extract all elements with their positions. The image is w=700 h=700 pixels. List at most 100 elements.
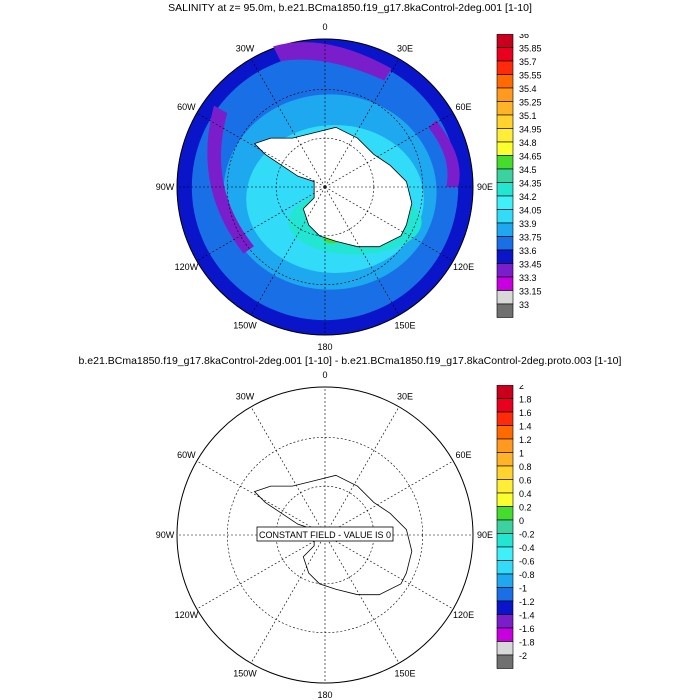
colorbar-tick-label: -1.2	[519, 597, 535, 607]
colorbar-swatch	[496, 209, 514, 224]
longitude-label: 150E	[394, 321, 415, 331]
longitude-label: 0	[322, 370, 327, 380]
colorbar-tick-label: 35.85	[519, 44, 542, 54]
longitude-label: 60E	[456, 450, 472, 460]
meridian-line	[324, 186, 454, 262]
colorbar-tick-label: 2	[519, 385, 524, 391]
colorbar-tick-label: 35.4	[519, 84, 537, 94]
colorbar-swatch	[496, 452, 514, 467]
colorbar-tick-label: 0	[519, 516, 524, 526]
longitude-label: 120W	[175, 610, 199, 620]
meridian-line	[324, 534, 400, 664]
salinity-polar-map: 0 30E 60E 90E 120E 150E 180 150W 120W 90W 60W 30W	[156, 22, 493, 352]
meridian-line	[196, 534, 326, 610]
colorbar-tick-label: -0.2	[519, 530, 535, 540]
colorbar-tick-label: 33.15	[519, 287, 542, 297]
meridian-line	[196, 186, 326, 262]
constant-field-annotation: CONSTANT FIELD - VALUE IS 0	[256, 526, 394, 542]
colorbar-tick-label: -0.4	[519, 543, 535, 553]
salinity-colorbar: 36 35.85 35.7 35.55 35.4 35.25 35.1 34.95 34.8 34…	[496, 34, 542, 318]
colorbar-tick-label: -1.4	[519, 611, 535, 621]
annotation-box	[256, 526, 394, 542]
colorbar-tick-label: 0.2	[519, 503, 532, 513]
colorbar-tick-label: -1.8	[519, 638, 535, 648]
colorbar-tick-label: -1	[519, 584, 527, 594]
colorbar-swatch	[496, 182, 514, 197]
colorbar-tick-label: 33.6	[519, 246, 537, 256]
colorbar-tick-label: 0.4	[519, 489, 532, 499]
meridian-line	[324, 406, 400, 536]
colorbar-tick-label: -1.6	[519, 624, 535, 634]
colorbar-swatch	[496, 533, 514, 548]
longitude-label: 30W	[236, 43, 255, 53]
colorbar-swatch	[496, 519, 514, 534]
longitude-label: 90E	[477, 182, 493, 192]
colorbar-swatch	[496, 627, 514, 642]
colorbar-tick-label: 33.3	[519, 273, 537, 283]
longitude-label: 180	[317, 342, 332, 352]
panel1-title: SALINITY at z= 95.0m, b.e21.BCma1850.f19…	[168, 2, 532, 14]
colorbar-tick-label: 34.05	[519, 206, 542, 216]
colorbar-swatch	[496, 236, 514, 251]
colorbar-swatch	[496, 101, 514, 116]
colorbar-swatch	[496, 128, 514, 143]
colorbar-tick-label: 35.55	[519, 71, 542, 81]
annotation-text: CONSTANT FIELD - VALUE IS 0	[259, 530, 391, 540]
colorbar-tick-label: 33.75	[519, 233, 542, 243]
colorbar-tick-label: 1	[519, 449, 524, 459]
colorbar-tick-label: 1.6	[519, 408, 532, 418]
colorbar-tick-label: 34.5	[519, 165, 537, 175]
salinity-band-33.6-west	[207, 105, 254, 254]
colorbar-tick-label: -0.8	[519, 570, 535, 580]
colorbar-tick-label: 34.35	[519, 179, 542, 189]
colorbar-swatch	[496, 425, 514, 440]
colorbar-swatch	[496, 60, 514, 75]
colorbar-tick-label: 0.8	[519, 462, 532, 472]
longitude-label: 150W	[233, 321, 257, 331]
colorbar-swatch	[496, 614, 514, 629]
colorbar-swatch	[496, 87, 514, 102]
colorbar-swatch	[496, 560, 514, 575]
colorbar-swatch	[496, 641, 514, 656]
meridian-line	[324, 534, 454, 610]
longitude-label: 90E	[477, 530, 493, 540]
colorbar-swatch	[496, 168, 514, 183]
salinity-band-33.6-east	[428, 120, 460, 187]
longitude-label: 90W	[156, 182, 175, 192]
colorbar-tick-label: 35.7	[519, 57, 537, 67]
colorbar-swatch	[496, 573, 514, 588]
colorbar-swatch	[496, 654, 514, 669]
meridian-line	[324, 58, 400, 188]
colorbar-swatch	[496, 492, 514, 507]
colorbar-swatch	[496, 47, 514, 62]
colorbar-tick-label: 35.1	[519, 111, 537, 121]
colorbar-swatch	[496, 74, 514, 89]
colorbar-tick-label: 34.2	[519, 192, 537, 202]
colorbar-tick-label: 1.8	[519, 395, 532, 405]
difference-colorbar: 2 1.8 1.6 1.4 1.2 1 0.8 0.6 0.4 0.2 0 -0.2 -0.4 -0.6 -…	[496, 385, 535, 669]
colorbar-swatch	[496, 155, 514, 170]
colorbar-swatch	[496, 222, 514, 237]
meridian-line	[324, 112, 454, 188]
colorbar-tick-label: 1.4	[519, 422, 532, 432]
colorbar-swatch	[496, 600, 514, 615]
longitude-label: 30W	[236, 391, 255, 401]
colorbar-swatch	[496, 465, 514, 480]
colorbar-swatch	[496, 114, 514, 129]
colorbar-swatch	[496, 546, 514, 561]
colorbar-swatch	[496, 398, 514, 413]
longitude-label: 180	[317, 690, 332, 700]
longitude-label: 120E	[453, 262, 474, 272]
colorbar-swatch	[496, 249, 514, 264]
longitude-label: 60W	[177, 450, 196, 460]
colorbar-tick-label: 1.2	[519, 435, 532, 445]
meridian-line	[196, 112, 326, 188]
meridian-line	[250, 534, 326, 664]
colorbar-swatch	[496, 276, 514, 291]
difference-polar-map: 0 30E 60E 90E 120E 150E 180 150W 120W 90W 60W 30W CO…	[156, 370, 493, 700]
colorbar-swatch	[496, 141, 514, 156]
longitude-label: 30E	[397, 391, 413, 401]
meridian-line	[250, 186, 326, 316]
colorbar-swatch	[496, 195, 514, 210]
colorbar-tick-label: 35.25	[519, 98, 542, 108]
